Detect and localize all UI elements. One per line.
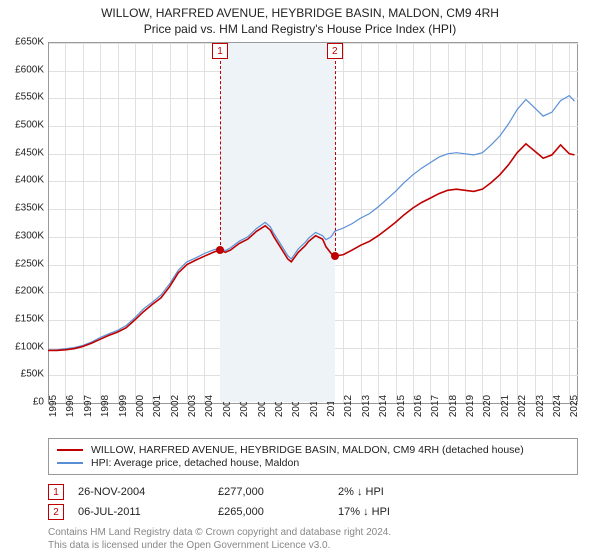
legend-row-hpi: HPI: Average price, detached house, Mald…	[57, 457, 569, 469]
legend-row-subject: WILLOW, HARFRED AVENUE, HEYBRIDGE BASIN,…	[57, 444, 569, 456]
sale-badge-2: 2	[48, 504, 64, 520]
sale-diff: 2% ↓ HPI	[338, 486, 384, 498]
legend-swatch-subject	[57, 449, 83, 451]
footer-attribution: Contains HM Land Registry data © Crown c…	[48, 526, 578, 552]
y-tick-label: £350K	[15, 203, 44, 214]
sale-price: £277,000	[218, 486, 338, 498]
y-tick-label: £450K	[15, 147, 44, 158]
y-tick-label: £150K	[15, 313, 44, 324]
series-hpi	[48, 96, 575, 350]
y-tick-label: £50K	[21, 369, 44, 380]
footer-line1: Contains HM Land Registry data © Crown c…	[48, 526, 578, 539]
marker-badge-2: 2	[327, 43, 343, 59]
series-subject	[48, 144, 575, 351]
chart-title-line2: Price paid vs. HM Land Registry's House …	[0, 22, 600, 36]
marker-badge-1: 1	[212, 43, 228, 59]
sale-price: £265,000	[218, 506, 338, 518]
marker-dot-2	[331, 252, 339, 260]
legend-label-subject: WILLOW, HARFRED AVENUE, HEYBRIDGE BASIN,…	[91, 444, 524, 456]
sale-date: 06-JUL-2011	[78, 506, 218, 518]
legend-label-hpi: HPI: Average price, detached house, Mald…	[91, 457, 299, 469]
y-tick-label: £100K	[15, 341, 44, 352]
y-tick-label: £300K	[15, 230, 44, 241]
y-tick-label: £400K	[15, 175, 44, 186]
chart-title-line1: WILLOW, HARFRED AVENUE, HEYBRIDGE BASIN,…	[0, 6, 600, 20]
footer-line2: This data is licensed under the Open Gov…	[48, 539, 578, 552]
y-tick-label: £600K	[15, 64, 44, 75]
y-axis: £0£50K£100K£150K£200K£250K£300K£350K£400…	[0, 42, 48, 402]
x-axis: 1995199619971998199920002001200220032004…	[48, 402, 578, 438]
y-tick-label: £650K	[15, 37, 44, 48]
sale-date: 26-NOV-2004	[78, 486, 218, 498]
sales-table: 1 26-NOV-2004 £277,000 2% ↓ HPI 2 06-JUL…	[48, 480, 578, 524]
sale-diff: 17% ↓ HPI	[338, 506, 390, 518]
y-tick-label: £250K	[15, 258, 44, 269]
chart-plot-area: 12	[48, 42, 578, 402]
series-lines	[48, 43, 578, 403]
y-tick-label: £0	[33, 397, 44, 408]
y-tick-label: £200K	[15, 286, 44, 297]
sale-row: 2 06-JUL-2011 £265,000 17% ↓ HPI	[48, 504, 578, 520]
legend-swatch-hpi	[57, 462, 83, 464]
y-tick-label: £550K	[15, 92, 44, 103]
marker-dot-1	[216, 246, 224, 254]
y-tick-label: £500K	[15, 120, 44, 131]
legend-box: WILLOW, HARFRED AVENUE, HEYBRIDGE BASIN,…	[48, 438, 578, 475]
sale-row: 1 26-NOV-2004 £277,000 2% ↓ HPI	[48, 484, 578, 500]
sale-badge-1: 1	[48, 484, 64, 500]
